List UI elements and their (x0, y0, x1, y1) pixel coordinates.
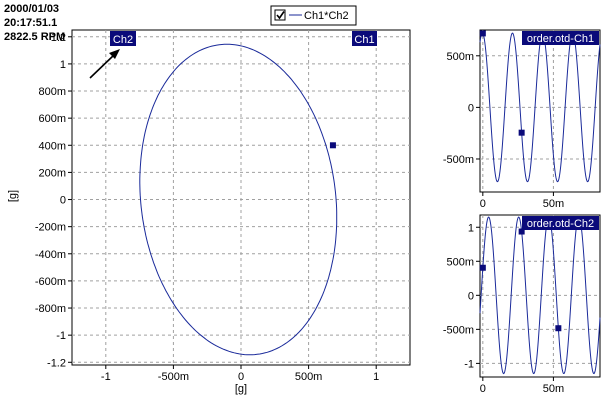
p1-ytick-label: 0 (468, 102, 474, 114)
p2-marker (479, 264, 486, 271)
main-ytick-label: -1.2 (47, 357, 66, 369)
main-ytick-label: -600m (35, 276, 66, 288)
legend[interactable]: Ch1*Ch2 (270, 5, 357, 26)
main-xtick-label: 0 (238, 371, 244, 383)
arrow-icon (89, 49, 120, 79)
legend-checkbox[interactable] (274, 9, 286, 21)
main-plot-x-axis: -1 -500m 0 500m 1 (101, 365, 379, 383)
order-plot-ch1-grid (480, 30, 600, 192)
p2-marker (518, 228, 525, 235)
p2-ytick-label: -500m (443, 324, 474, 336)
main-xtick-label: 500m (295, 371, 323, 383)
order-ch2-tag[interactable]: order.otd-Ch2 (522, 216, 599, 230)
main-ytick-label: -200m (35, 222, 66, 234)
main-x-axis-label: [g] (235, 383, 247, 395)
lissajous-marker[interactable] (329, 142, 336, 149)
p1-ytick-label: 500m (446, 51, 474, 63)
main-plot[interactable]: 1.2 1 800m 600m 400m 200m 0 -200m -400m -600m -800… (7, 29, 411, 395)
info-date: 2000/01/03 (4, 3, 60, 15)
p1-marker (518, 129, 525, 136)
legend-box (270, 5, 357, 26)
order-plot-ch1-frame (479, 29, 601, 193)
main-ytick-label: 600m (38, 113, 66, 125)
main-ytick-label: 400m (38, 140, 66, 152)
order-plot-ch1-y-axis: 500m 0 -500m (443, 51, 480, 166)
main-plot-y-axis: 1.2 1 800m 600m 400m 200m 0 -200m -400m -600m -800… (35, 32, 72, 369)
p2-ytick-label: 1 (468, 222, 474, 234)
main-xtick-label: -1 (101, 371, 111, 383)
svg-text:Ch2: Ch2 (113, 34, 133, 46)
main-ytick-label: 1 (60, 59, 66, 71)
p2-ytick-label: -1 (464, 358, 474, 370)
check-icon (276, 11, 285, 20)
p1-ytick-label: -500m (443, 154, 474, 166)
y-channel-tag[interactable]: Ch2 (110, 31, 136, 46)
main-ytick-label: -400m (35, 249, 66, 261)
svg-text:order.otd-Ch1: order.otd-Ch1 (527, 33, 594, 45)
order-plot-ch1[interactable]: 500m 0 -500m 0 50m order.otd-Ch1 (443, 29, 601, 210)
main-xtick-label: 1 (373, 371, 379, 383)
order-ch1-markers (479, 30, 525, 136)
order-plot-ch1-x-axis: 0 50m (480, 192, 564, 210)
order-ch2-markers (479, 228, 562, 332)
p2-marker (555, 325, 562, 332)
main-y-axis-label: [g] (7, 190, 19, 202)
main-ytick-label: -800m (35, 303, 66, 315)
main-ytick-label: 1.2 (51, 32, 66, 44)
p1-xtick-label: 50m (543, 198, 564, 210)
x-channel-tag[interactable]: Ch1 (352, 31, 377, 46)
main-ytick-label: 800m (38, 86, 66, 98)
info-rpm: 2822.5 RPM (4, 31, 66, 43)
p1-marker (479, 30, 486, 37)
svg-text:order.otd-Ch2: order.otd-Ch2 (527, 218, 594, 230)
main-ytick-label: -1 (56, 330, 66, 342)
svg-text:Ch1: Ch1 (354, 34, 374, 46)
main-ytick-label: 200m (38, 167, 66, 179)
legend-label: Ch1*Ch2 (304, 10, 349, 22)
main-plot-grid (72, 30, 410, 365)
main-xtick-label: -500m (158, 371, 189, 383)
p2-xtick-label: 50m (543, 383, 564, 395)
order-plot-ch2-x-axis: 0 50m (480, 377, 564, 395)
order-plot-ch2-y-axis: 1 500m 0 -500m -1 (443, 222, 480, 370)
lissajous-curve (139, 43, 338, 356)
p1-xtick-label: 0 (480, 198, 486, 210)
order-ch1-tag[interactable]: order.otd-Ch1 (522, 31, 599, 45)
p2-ytick-label: 500m (446, 256, 474, 268)
order-plot-ch2[interactable]: 1 500m 0 -500m -1 0 50m order.otd-Ch2 (443, 214, 601, 395)
p2-xtick-label: 0 (480, 383, 486, 395)
info-time: 20:17:51.1 (4, 17, 58, 29)
main-ytick-label: 0 (60, 195, 66, 207)
p2-ytick-label: 0 (468, 290, 474, 302)
order-plot-ch2-frame (479, 214, 601, 378)
